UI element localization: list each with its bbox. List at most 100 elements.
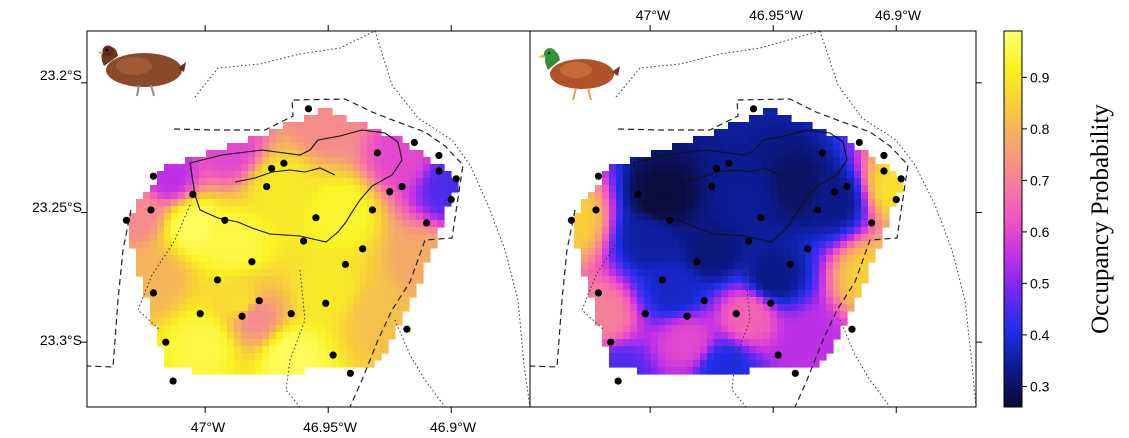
heatmap-cell: [707, 346, 715, 354]
heatmap-cell: [339, 248, 347, 256]
heatmap-cell: [241, 339, 249, 347]
heatmap-cell: [763, 220, 771, 228]
heatmap-cell: [644, 241, 652, 249]
heatmap-cell: [798, 164, 806, 172]
heatmap-cell: [595, 220, 603, 228]
heatmap-cell: [616, 220, 624, 228]
heatmap-cell: [360, 150, 368, 158]
heatmap-cell: [693, 234, 701, 242]
heatmap-cell: [777, 150, 785, 158]
heatmap-cell: [241, 220, 249, 228]
heatmap-cell: [416, 171, 424, 179]
heatmap-cell: [595, 276, 603, 284]
heatmap-cell: [644, 171, 652, 179]
left-y-tick-label-2: 23.3°S: [40, 332, 82, 348]
heatmap-cell: [395, 283, 403, 291]
heatmap-cell: [889, 199, 897, 207]
heatmap-cell: [290, 346, 298, 354]
heatmap-cell: [381, 136, 389, 144]
heatmap-cell: [798, 360, 806, 368]
heatmap-cell: [185, 346, 193, 354]
heatmap-cell: [171, 332, 179, 340]
heatmap-cell: [143, 269, 151, 277]
heatmap-cell: [644, 227, 652, 235]
heatmap-cell: [241, 248, 249, 256]
heatmap-cell: [728, 276, 736, 284]
heatmap-cell: [213, 360, 221, 368]
heatmap-cell: [658, 297, 666, 305]
heatmap-cell: [693, 325, 701, 333]
heatmap-cell: [192, 311, 200, 319]
heatmap-cell: [248, 241, 256, 249]
colorbar-gradient: [1003, 30, 1023, 408]
heatmap-cell: [388, 283, 396, 291]
heatmap-cell: [325, 234, 333, 242]
heatmap-cell: [763, 269, 771, 277]
heatmap-cell: [374, 143, 382, 151]
heatmap-cell: [395, 164, 403, 172]
heatmap-cell: [346, 304, 354, 312]
heatmap-cell: [227, 339, 235, 347]
heatmap-cell: [311, 262, 319, 270]
heatmap-cell: [588, 227, 596, 235]
heatmap-cell: [325, 248, 333, 256]
right-x-tick-labels: 47°W 46.95°W 46.9°W: [636, 7, 922, 23]
heatmap-cell: [332, 234, 340, 242]
heatmap-cell: [297, 234, 305, 242]
heatmap-cell: [388, 241, 396, 249]
heatmap-cell: [665, 311, 673, 319]
heatmap-cell: [658, 241, 666, 249]
heatmap-cell: [798, 325, 806, 333]
heatmap-cell: [164, 178, 172, 186]
heatmap-cell: [819, 192, 827, 200]
heatmap-cell: [784, 171, 792, 179]
heatmap-cell: [374, 276, 382, 284]
heatmap-cell: [318, 164, 326, 172]
heatmap-cell: [609, 283, 617, 291]
heatmap-cell: [854, 290, 862, 298]
heatmap-cell: [812, 136, 820, 144]
heatmap-cell: [714, 157, 722, 165]
heatmap-cell: [861, 164, 869, 172]
heatmap-cell: [311, 234, 319, 242]
heatmap-cell: [826, 213, 834, 221]
heatmap-cell: [784, 213, 792, 221]
heatmap-cell: [185, 248, 193, 256]
heatmap-cell: [255, 199, 263, 207]
heatmap-cell: [637, 367, 645, 375]
heatmap-cell: [164, 332, 172, 340]
heatmap-cell: [241, 360, 249, 368]
heatmap-cell: [416, 276, 424, 284]
heatmap-cell: [686, 276, 694, 284]
survey-site-point: [658, 276, 667, 284]
heatmap-cell: [339, 269, 347, 277]
heatmap-cell: [721, 276, 729, 284]
heatmap-cell: [861, 220, 869, 228]
heatmap-cell: [276, 283, 284, 291]
heatmap-cell: [164, 283, 172, 291]
heatmap-cell: [185, 241, 193, 249]
heatmap-cell: [388, 262, 396, 270]
brown-bird-icon: [97, 45, 186, 97]
heatmap-cell: [220, 367, 228, 375]
heatmap-cell: [854, 220, 862, 228]
heatmap-cell: [150, 192, 158, 200]
heatmap-cell: [213, 227, 221, 235]
heatmap-cell: [360, 346, 368, 354]
heatmap-cell: [318, 220, 326, 228]
heatmap-cell: [700, 220, 708, 228]
heatmap-cell: [805, 234, 813, 242]
heatmap-cell: [262, 304, 270, 312]
heatmap-cell: [262, 269, 270, 277]
heatmap-cell: [756, 199, 764, 207]
heatmap-cell: [150, 227, 158, 235]
heatmap-cell: [812, 220, 820, 228]
heatmap-cell: [374, 339, 382, 347]
heatmap-cell: [206, 185, 214, 193]
heatmap-cell: [616, 248, 624, 256]
heatmap-cell: [262, 150, 270, 158]
heatmap-cell: [798, 213, 806, 221]
heatmap-cell: [812, 255, 820, 263]
heatmap-cell: [360, 234, 368, 242]
heatmap-cell: [241, 227, 249, 235]
